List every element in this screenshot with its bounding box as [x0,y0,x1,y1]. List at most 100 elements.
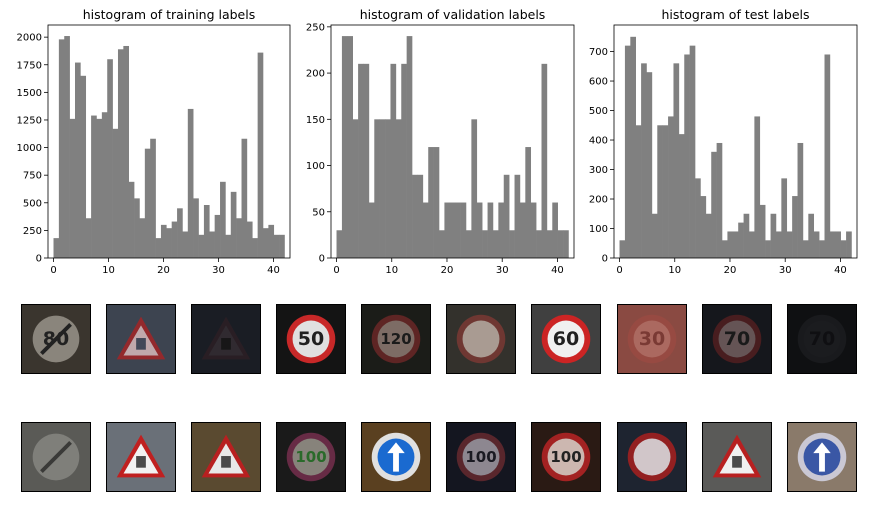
bar [230,191,237,258]
bar [835,231,841,258]
bar [428,147,434,258]
bar [824,54,831,258]
bar [352,119,359,258]
road-narrows-sign-icon [106,422,176,492]
bar [363,63,370,258]
bar [144,148,151,258]
speed-limit-70-dark-sign-icon: 70 [787,304,857,374]
bar [160,224,167,258]
bar [536,230,542,258]
bar [439,230,445,258]
bar [624,45,631,259]
x-tick-label: 20 [441,265,454,276]
sign-number: 100 [465,448,497,466]
bar [80,75,87,258]
chart-title: histogram of validation labels [360,7,546,22]
bar [651,213,658,258]
bar [198,234,205,258]
bar [182,231,189,258]
x-tick-label: 30 [212,265,225,276]
bar [279,234,285,258]
bar [368,202,375,258]
bar [460,202,467,258]
y-tick-label: 1750 [17,60,42,71]
bar [385,119,391,258]
x-tick-label: 20 [724,265,737,276]
bar [738,222,744,258]
bar [91,115,97,258]
bar [347,36,353,258]
bar [241,138,248,258]
bar [732,231,739,258]
bar [546,230,553,258]
bar [525,147,532,258]
bar [503,174,510,258]
x-tick-label: 10 [668,265,681,276]
y-tick-label: 500 [23,198,42,209]
bar [128,181,135,258]
x-tick-label: 40 [551,265,564,276]
histogram-2: histogram of validation labels 0 10 20 30 40 0… [306,7,575,276]
bar [630,36,636,258]
histogram-1: histogram of training labels 0 10 20 30 40 0 25… [17,7,291,276]
speed-limit-100-sign-icon-3: 100 [531,422,601,492]
bar [257,52,264,258]
bar [166,228,172,258]
bar [705,213,712,258]
general-caution-sign-icon [191,304,261,374]
sign-number: 100 [550,448,582,466]
sign-number: 100 [295,448,327,466]
speed-limit-120-sign-icon: 120 [361,304,431,374]
bar [487,202,494,258]
bar [557,230,564,258]
bar [379,119,386,258]
speed-limit-70-sign-icon: 70 [702,304,772,374]
speed-limit-60-sign-icon: 60 [531,304,601,374]
bar [465,230,472,258]
bar [64,36,70,258]
bar [112,128,119,258]
bar [444,202,451,258]
y-tick-label: 250 [23,226,42,237]
bar [268,224,275,258]
bar [187,108,194,258]
bar [476,202,483,258]
bar [358,63,364,258]
bar [246,221,253,258]
bar [662,125,669,258]
ahead-only-sign-icon [361,422,431,492]
bar [673,63,680,259]
bar [792,196,798,258]
bar [341,36,348,258]
axes-frame [613,24,858,259]
bar [781,178,788,258]
bar [519,202,526,258]
beware-ice-snow-sign-icon [106,304,176,374]
bar [498,202,505,258]
right-of-way-sign-icon [702,422,772,492]
bar [53,238,60,258]
sign-number: 50 [297,328,325,350]
bar [406,36,413,258]
end-of-speed-limit-80-sign-icon: 80 [21,304,91,374]
y-tick-label: 700 [589,47,608,58]
bar [770,213,777,258]
bar [797,142,804,258]
x-tick-label: 0 [616,265,622,276]
bar [58,39,65,258]
bar [786,231,793,258]
y-tick-label: 0 [36,254,42,265]
speed-limit-100-sign-icon: 100 [276,422,346,492]
bar [236,218,242,258]
bar [336,230,343,258]
bar [657,125,663,258]
y-tick-label: 200 [589,195,608,206]
y-tick-label: 250 [306,22,325,33]
bar [139,218,146,258]
bar [252,238,258,258]
bar [684,54,690,258]
sign-number: 70 [808,328,836,350]
bar [813,231,820,258]
bar [678,134,685,258]
